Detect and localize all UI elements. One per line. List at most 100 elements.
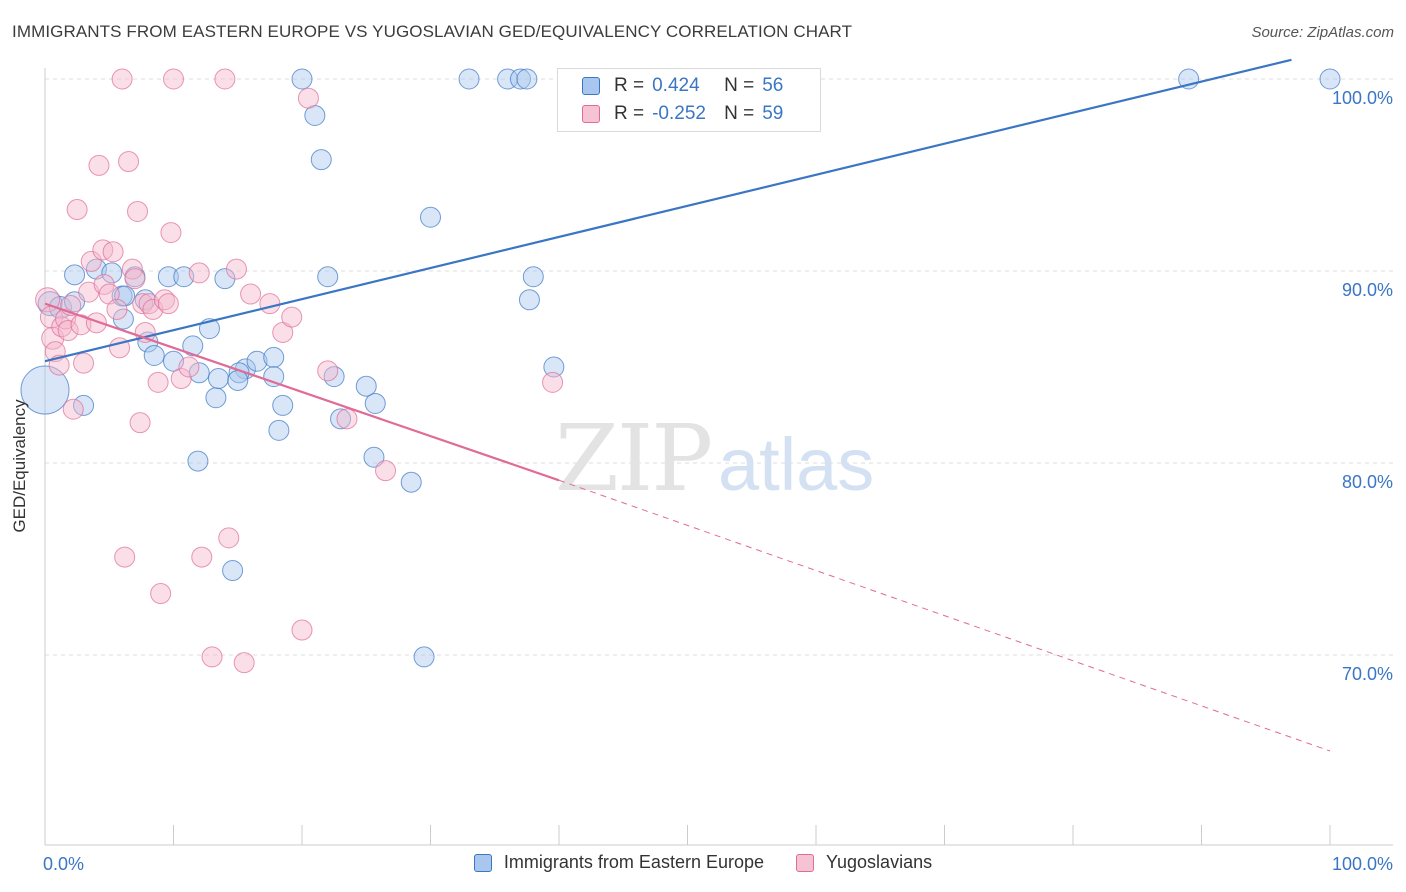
series-swatch-pink [796, 853, 815, 872]
pink-point-50 [259, 293, 281, 315]
pink-point-58 [542, 371, 564, 393]
pink-point-27 [124, 268, 146, 290]
blue-point-18 [182, 335, 204, 357]
pink-point-29 [132, 293, 154, 315]
blue-point-42 [363, 446, 385, 468]
watermark: ZIP atlas [555, 405, 874, 512]
pink-point-41 [178, 356, 200, 378]
pink-point-7 [57, 320, 79, 342]
y-tick-label-3: 100.0% [1332, 88, 1393, 108]
legend-r-value-2: -0.252 [652, 103, 706, 124]
pink-point-30 [129, 412, 151, 434]
blue-point-51 [518, 289, 540, 311]
legend-r-label: R = [614, 103, 645, 124]
chart-source: Source: ZipAtlas.com [1251, 24, 1394, 41]
pink-point-18 [93, 273, 115, 295]
blue-point-40 [355, 375, 377, 397]
x-tick-label-1: 100.0% [1332, 854, 1393, 874]
blue-point-15 [143, 344, 165, 366]
blue-point-25 [222, 560, 244, 582]
pink-point-39 [163, 68, 184, 90]
blue-point-52 [543, 356, 565, 378]
blue-point-45 [413, 646, 435, 668]
legend-n-label: N = [724, 75, 755, 96]
pink-point-35 [150, 583, 172, 605]
pink-point-11 [70, 314, 92, 336]
pink-point-57 [375, 460, 397, 482]
pink-trend-extension [558, 479, 1331, 752]
grid-layer [45, 78, 1393, 656]
blue-point-49 [516, 68, 538, 90]
pink-point-47 [225, 258, 247, 280]
blue-point-14 [157, 266, 179, 288]
series-swatch-blue [473, 853, 492, 872]
legend-n-label: N = [724, 103, 755, 124]
blue-point-39 [330, 408, 352, 430]
blue-point-46 [458, 68, 480, 90]
blue-point-41 [364, 392, 386, 414]
legend-r-label: R = [614, 75, 645, 96]
axis-layer [44, 68, 1393, 846]
series-legend-label-2: Yugoslavians [826, 852, 933, 872]
pink-point-21 [106, 298, 128, 320]
stats-legend-row-2: R = -0.252 N = 59 [582, 102, 783, 126]
pink-point-16 [88, 154, 110, 176]
legend-swatch-blue [582, 77, 600, 95]
blue-point-47 [497, 68, 519, 90]
y-tick-label-1: 80.0% [1342, 472, 1393, 492]
blue-point-48 [509, 68, 531, 90]
pink-point-37 [157, 293, 179, 315]
blue-point-32 [272, 394, 294, 416]
pink-point-46 [218, 527, 240, 549]
blue-point-43 [400, 471, 422, 493]
legend-r-value-1: 0.424 [652, 75, 700, 96]
series-legend-item-2[interactable]: Yugoslavians [796, 852, 932, 873]
x-tick-label-0: 0.0% [43, 854, 84, 874]
pink-point-13 [78, 281, 100, 303]
tick-label-layer: 70.0% 80.0% 90.0% 100.0% 0.0% 100.0% [43, 88, 1393, 874]
pink-point-55 [317, 360, 339, 382]
blue-point-36 [310, 149, 332, 171]
y-axis-label: GED/Equivalency [10, 399, 29, 533]
series-legend-label-1: Immigrants from Eastern Europe [503, 852, 765, 872]
pink-point-9 [62, 398, 84, 420]
blue-point-37 [317, 266, 339, 288]
pink-point-28 [127, 200, 149, 222]
chart-title: IMMIGRANTS FROM EASTERN EUROPE VS YUGOSL… [12, 22, 853, 41]
pink-point-10 [66, 199, 88, 221]
blue-point-44 [420, 206, 441, 228]
pink-point-56 [336, 408, 358, 430]
blue-point-33 [268, 419, 290, 441]
pink-point-44 [201, 646, 223, 668]
pink-point-24 [114, 546, 136, 568]
pink-point-25 [118, 151, 140, 173]
legend-n-value-1: 56 [762, 75, 784, 96]
blue-point-30 [263, 346, 285, 368]
blue-point-0 [20, 365, 70, 415]
pink-point-49 [240, 283, 262, 305]
pink-point-45 [214, 68, 236, 90]
pink-point-14 [80, 250, 102, 272]
series-legend-item-1[interactable]: Immigrants from Eastern Europe [473, 852, 765, 873]
y-tick-label-2: 90.0% [1342, 280, 1393, 300]
pink-point-52 [281, 306, 303, 328]
points-layer [20, 68, 1341, 674]
pink-point-40 [170, 368, 192, 390]
pink-point-36 [154, 289, 176, 311]
blue-point-9 [114, 285, 136, 307]
blue-point-20 [187, 450, 209, 472]
pink-point-12 [73, 352, 95, 374]
pink-point-42 [188, 262, 210, 284]
pink-trend-line [44, 302, 560, 482]
blue-point-38 [323, 366, 345, 388]
pink-point-54 [297, 87, 319, 109]
blue-point-55 [1319, 68, 1341, 90]
pink-point-53 [291, 619, 313, 641]
pink-point-19 [98, 283, 120, 305]
pink-point-34 [147, 371, 169, 393]
stats-legend-row-1: R = 0.424 N = 56 [582, 74, 783, 98]
y-tick-label-0: 70.0% [1342, 664, 1393, 684]
pink-point-20 [102, 241, 124, 263]
trend-layer [44, 58, 1331, 752]
